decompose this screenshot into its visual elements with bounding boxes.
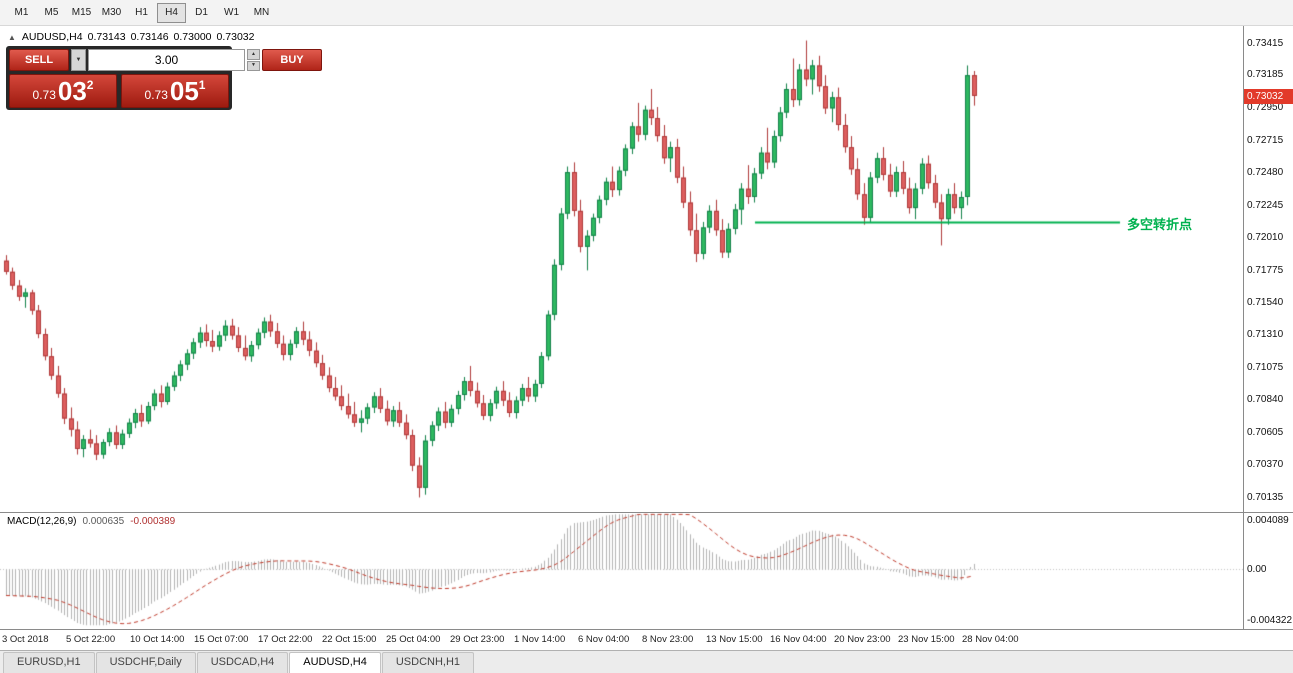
price-axis-border <box>1243 26 1244 629</box>
chart-close-value: 0.73032 <box>216 31 255 43</box>
chart-tab-usdcnh-h1[interactable]: USDCNH,H1 <box>381 652 475 673</box>
volume-down-button[interactable]: ▼ <box>247 60 260 71</box>
time-axis-label: 1 Nov 14:00 <box>514 634 566 645</box>
sell-price-big: 03 <box>57 76 87 106</box>
time-axis-label: 3 Oct 2018 <box>2 634 49 645</box>
time-axis-label: 15 Oct 07:00 <box>194 634 249 645</box>
price-axis-label: 0.70840 <box>1247 394 1284 406</box>
chart-header: ▲ AUDUSD,H4 0.73143 0.73146 0.73000 0.73… <box>8 31 254 43</box>
volume-stepper: ▲ ▼ <box>247 49 260 71</box>
price-axis-label: 0.71075 <box>1247 361 1284 373</box>
volume-dropdown-button[interactable]: ▼ <box>71 49 86 71</box>
time-axis-label: 17 Oct 22:00 <box>258 634 313 645</box>
chevron-down-icon: ▼ <box>75 57 82 63</box>
macd-axis-label: -0.004322 <box>1247 615 1293 626</box>
buy-price-button[interactable]: 0.73 05 1 <box>121 74 229 108</box>
price-axis-label: 0.70135 <box>1247 491 1284 503</box>
time-axis-label: 25 Oct 04:00 <box>386 634 441 645</box>
macd-label: MACD(12,26,9) <box>7 516 77 527</box>
annotation-label[interactable]: 多空转折点 <box>1127 217 1193 232</box>
time-axis-label: 22 Oct 15:00 <box>322 634 377 645</box>
price-axis-label: 0.72715 <box>1247 134 1284 146</box>
macd-main-value: 0.000635 <box>82 516 125 527</box>
timeframe-button-m5[interactable]: M5 <box>37 3 66 23</box>
timeframe-button-h4[interactable]: H4 <box>157 2 186 23</box>
price-axis-label: 0.72480 <box>1247 167 1284 179</box>
timeframe-button-d1[interactable]: D1 <box>187 3 216 23</box>
volume-input[interactable] <box>88 49 245 71</box>
price-axis-label: 0.72950 <box>1247 102 1284 113</box>
macd-axis-label: 0.00 <box>1247 563 1267 575</box>
price-axis-label: 0.73415 <box>1247 37 1284 49</box>
spinner-up-icon: ▲ <box>251 50 256 57</box>
timeframe-button-h1[interactable]: H1 <box>127 3 156 23</box>
price-axis-label: 0.70370 <box>1247 459 1284 471</box>
pane-separator[interactable] <box>0 512 1293 513</box>
chart-tab-eurusd-h1[interactable]: EURUSD,H1 <box>3 652 95 673</box>
price-axis-label: 0.71775 <box>1247 264 1284 276</box>
current-price-tag: 0.73032 <box>1244 88 1293 104</box>
chart-high-value: 0.73146 <box>130 31 169 43</box>
time-axis-label: 13 Nov 15:00 <box>706 634 763 645</box>
time-axis-label: 8 Nov 23:00 <box>642 634 694 645</box>
macd-header: MACD(12,26,9) 0.000635 -0.000389 <box>7 516 175 527</box>
time-axis-label: 10 Oct 14:00 <box>130 634 185 645</box>
timeframe-button-m15[interactable]: M15 <box>67 3 96 23</box>
volume-up-button[interactable]: ▲ <box>247 49 260 60</box>
time-axis-label: 29 Oct 23:00 <box>450 634 505 645</box>
one-click-trading-panel: SELL ▼ ▲ ▼ BUY 0.73 03 2 0.73 05 1 <box>6 46 322 110</box>
time-axis-label: 20 Nov 23:00 <box>834 634 891 645</box>
macd-signal-value: -0.000389 <box>130 516 176 527</box>
chart-tab-bar: EURUSD,H1 USDCHF,Daily USDCAD,H4 AUDUSD,H4 U… <box>0 650 1293 673</box>
timeframe-toolbar: M1 M5 M15 M30 H1 H4 D1 W1 MN <box>0 0 1293 26</box>
price-axis-label: 0.71310 <box>1247 329 1284 341</box>
sell-price-prefix: 0.73 <box>32 88 56 102</box>
time-axis-label: 6 Nov 04:00 <box>578 634 630 645</box>
time-axis: 3 Oct 2018 5 Oct 22:00 10 Oct 14:00 15 Oct … <box>0 629 1293 650</box>
price-axis-label: 0.72245 <box>1247 199 1284 211</box>
buy-price-prefix: 0.73 <box>144 88 168 102</box>
timeframe-button-m30[interactable]: M30 <box>97 3 126 23</box>
price-axis-label: 0.71540 <box>1247 297 1284 309</box>
sell-price-sup: 2 <box>86 78 94 92</box>
buy-price-big: 05 <box>169 76 199 106</box>
time-axis-label: 5 Oct 22:00 <box>66 634 116 645</box>
sell-price-button[interactable]: 0.73 03 2 <box>9 74 117 108</box>
buy-price-sup: 1 <box>198 78 206 92</box>
buy-button[interactable]: BUY <box>262 49 322 71</box>
sell-button[interactable]: SELL <box>9 49 69 71</box>
macd-indicator-canvas[interactable] <box>0 513 1243 628</box>
one-click-collapse-icon[interactable]: ▲ <box>8 32 16 42</box>
chart-window: ▲ AUDUSD,H4 0.73143 0.73146 0.73000 0.73… <box>0 26 1293 650</box>
trade-panel-controls: SELL ▼ ▲ ▼ BUY <box>9 49 322 71</box>
timeframe-button-w1[interactable]: W1 <box>217 3 246 23</box>
chart-low-value: 0.73000 <box>173 31 212 43</box>
time-axis-label: 16 Nov 04:00 <box>770 634 827 645</box>
chart-tab-audusd-h4[interactable]: AUDUSD,H4 <box>289 652 381 673</box>
time-axis-label: 23 Nov 15:00 <box>898 634 955 645</box>
spinner-down-icon: ▼ <box>251 62 256 69</box>
price-axis-label: 0.72010 <box>1247 232 1284 244</box>
chart-tab-usdcad-h4[interactable]: USDCAD,H4 <box>196 652 289 673</box>
macd-axis-label: 0.004089 <box>1247 515 1289 526</box>
trade-panel-prices: 0.73 03 2 0.73 05 1 <box>9 74 229 108</box>
timeframe-button-mn[interactable]: MN <box>247 3 276 23</box>
price-axis-label: 0.70605 <box>1247 426 1284 438</box>
chart-open-value: 0.73143 <box>87 31 126 43</box>
chart-symbol-label: AUDUSD,H4 <box>21 31 83 43</box>
time-axis-label: 28 Nov 04:00 <box>962 634 1019 645</box>
price-axis-label: 0.73185 <box>1247 69 1284 81</box>
chart-tab-usdchf-daily[interactable]: USDCHF,Daily <box>95 652 196 673</box>
timeframe-button-m1[interactable]: M1 <box>7 3 36 23</box>
